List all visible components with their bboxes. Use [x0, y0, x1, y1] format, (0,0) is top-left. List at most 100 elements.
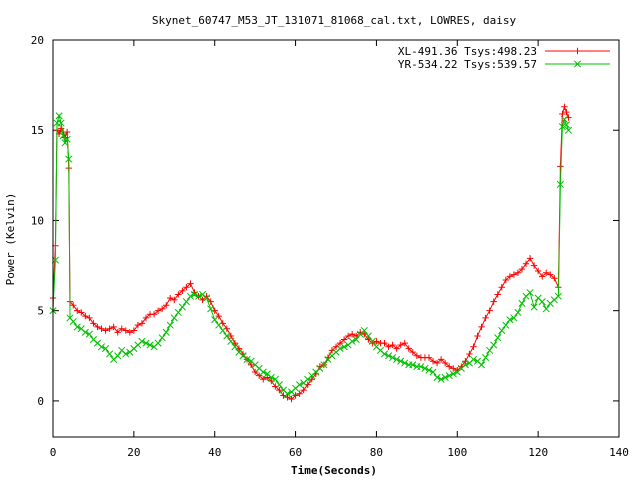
data-point [102, 327, 109, 334]
data-point [166, 321, 174, 329]
data-point [207, 298, 214, 305]
data-point [368, 337, 376, 345]
data-point [69, 317, 77, 326]
data-point [385, 352, 393, 360]
data-point [502, 321, 510, 329]
data-point [251, 368, 259, 376]
data-point [470, 343, 477, 350]
data-point [86, 314, 93, 322]
data-point [57, 119, 65, 127]
data-point [260, 376, 267, 383]
data-point [543, 269, 550, 276]
data-point [215, 312, 222, 320]
y-tick-label: 5 [37, 305, 44, 318]
data-point [296, 390, 303, 397]
data-point [78, 309, 85, 316]
data-point [150, 311, 158, 318]
data-point [437, 356, 445, 363]
data-point [466, 350, 473, 358]
data-point [167, 294, 174, 302]
data-point [138, 320, 146, 327]
data-point [227, 332, 235, 340]
data-point [559, 110, 566, 118]
data-point [162, 328, 170, 336]
data-point [498, 284, 505, 291]
data-point [445, 372, 453, 380]
data-point [178, 303, 186, 311]
data-point [320, 361, 328, 369]
axis-ticks: 0 20 40 60 80 100 120 140 0 5 10 15 20 [31, 34, 629, 459]
data-point [74, 307, 81, 314]
data-point [203, 294, 211, 302]
data-point [63, 135, 71, 143]
data-point [554, 292, 562, 300]
data-point [381, 339, 388, 347]
data-point [154, 307, 162, 314]
data-point [276, 386, 283, 394]
data-point [389, 341, 396, 349]
data-point [340, 336, 348, 343]
y-tick-label: 20 [31, 34, 44, 47]
data-point [380, 350, 389, 358]
data-point [267, 373, 275, 382]
data-point [401, 359, 409, 367]
y-tick-label: 10 [31, 214, 44, 227]
data-point [441, 359, 449, 367]
data-point [336, 339, 344, 347]
data-point [122, 350, 130, 358]
data-point [61, 139, 69, 147]
data-point [360, 326, 368, 335]
data-point [562, 121, 570, 129]
x-axis-label: Time(Seconds) [291, 464, 377, 477]
data-point [182, 298, 190, 306]
data-point [449, 370, 457, 378]
data-point [171, 296, 178, 304]
data-point [556, 180, 564, 188]
data-point [558, 123, 566, 131]
data-point [114, 352, 122, 360]
data-point [502, 276, 509, 284]
data-point [563, 108, 570, 116]
data-point [401, 339, 408, 347]
data-point [409, 361, 417, 369]
data-point [283, 390, 292, 398]
data-point [433, 373, 441, 382]
data-point [547, 271, 554, 278]
data-point [142, 339, 150, 347]
data-point [163, 302, 170, 309]
series-line [52, 105, 569, 400]
data-point [490, 298, 497, 305]
y-tick-label: 15 [31, 124, 44, 137]
data-point [494, 291, 501, 298]
data-point [478, 323, 485, 331]
data-point [142, 314, 150, 322]
data-point [340, 343, 348, 351]
data-point [551, 275, 558, 282]
data-point [300, 386, 307, 394]
data-point [441, 373, 449, 382]
data-point [530, 303, 538, 311]
data-point [477, 361, 486, 369]
data-point [494, 334, 502, 342]
data-point [409, 348, 417, 356]
series-2 [49, 112, 573, 398]
data-point [534, 267, 542, 275]
x-tick-label: 140 [609, 446, 629, 459]
x-tick-label: 80 [370, 446, 383, 459]
data-point [146, 341, 154, 349]
data-point [179, 287, 186, 295]
data-point [187, 280, 194, 287]
data-point [82, 312, 89, 320]
series-1 [49, 103, 572, 403]
data-point [429, 368, 437, 376]
data-point [106, 350, 114, 358]
data-point [296, 381, 304, 389]
data-point [219, 326, 227, 335]
data-point [474, 332, 481, 340]
data-point [170, 314, 178, 322]
data-point [538, 273, 546, 280]
data-point [506, 316, 514, 324]
data-point [461, 361, 469, 369]
legend-label: XL-491.36 Tsys:498.23 [398, 45, 537, 58]
data-point [373, 338, 380, 345]
